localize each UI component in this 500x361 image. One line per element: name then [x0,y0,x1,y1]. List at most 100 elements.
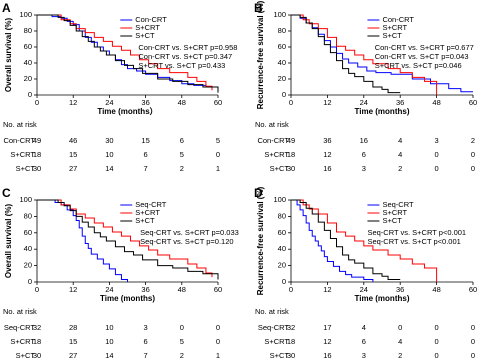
survival-curve [37,199,219,280]
x-tick-label: 60 [469,98,477,107]
risk-count: 3 [435,136,439,145]
x-tick-label: 48 [178,98,186,107]
risk-count: 49 [33,136,41,145]
x-axis-label: Time (months) [100,294,155,303]
x-tick-label: 24 [105,285,113,294]
y-axis-label: Recurrence-free survival (%) [256,0,265,109]
risk-count: 0 [471,337,475,346]
risk-count: 4 [398,337,402,346]
y-tick-label: 60 [278,228,286,237]
legend-label: S+CT [135,216,155,225]
x-tick-label: 60 [469,285,477,294]
risk-count: 7 [144,351,148,360]
x-tick-label: 60 [214,285,222,294]
risk-row-label: S+CRT [10,150,35,159]
risk-count: 28 [69,323,77,332]
risk-count: 1 [216,164,220,173]
panel-letter: D [254,186,263,200]
risk-count: 18 [287,150,295,159]
risk-title: No. at risk [3,307,37,316]
risk-row-label: S+CT [16,351,36,360]
risk-title: No. at risk [255,307,289,316]
p-value: Seq-CRT vs. S+CT p=0.120 [140,237,233,246]
risk-row-label: Seq-CRT [4,323,36,332]
y-tick-label: 0 [28,90,32,99]
risk-count: 32 [33,323,41,332]
y-tick-label: 0 [28,277,32,286]
p-value: Con-CRT vs. S+CT p=0.347 [138,52,232,61]
risk-count: 4 [398,150,402,159]
x-axis-label: Time (months) [355,107,410,116]
legend-label: S+CT [135,31,155,40]
x-tick-label: 24 [360,285,368,294]
survival-curve [291,199,401,281]
risk-count: 3 [144,323,148,332]
x-tick-label: 12 [323,285,331,294]
y-tick-label: 40 [278,244,286,253]
y-tick-label: 100 [273,195,286,204]
risk-count: 30 [33,164,41,173]
survival-curve [291,14,401,94]
y-tick-label: 20 [278,261,286,270]
p-value: Con-CRT vs. S+CRT p=0.958 [138,43,237,52]
y-tick-label: 60 [24,42,32,51]
y-tick-label: 40 [24,58,32,67]
risk-row-label: S+CT [270,164,290,173]
risk-row-label: S+CT [270,351,290,360]
risk-count: 15 [69,337,77,346]
legend-label: S+CRT [382,208,407,217]
p-value: Seq-CRT vs. S+CRT p<0.001 [367,228,466,237]
risk-count: 0 [471,164,475,173]
survival-curve [291,199,374,282]
x-tick-label: 12 [69,98,77,107]
risk-count: 6 [180,136,184,145]
p-value: Seq-CRT vs. S+CRT p=0.033 [140,228,239,237]
x-tick-label: 36 [141,285,149,294]
risk-count: 16 [323,164,331,173]
risk-count: 6 [362,337,366,346]
risk-count: 10 [105,337,113,346]
x-tick-label: 0 [289,285,293,294]
risk-count: 2 [398,351,402,360]
risk-count: 0 [435,337,439,346]
p-value: S+CRT vs. S+CT p=0.046 [375,61,462,70]
survival-curve [37,14,219,93]
survival-curve [291,199,438,282]
x-tick-label: 0 [35,98,39,107]
risk-count: 5 [180,150,184,159]
y-tick-label: 100 [19,195,32,204]
risk-count: 0 [471,323,475,332]
risk-count: 14 [105,164,113,173]
risk-count: 3 [362,164,366,173]
risk-count: 4 [362,323,366,332]
legend-label: Con-CRT [135,15,167,24]
x-tick-label: 48 [432,285,440,294]
survival-curve [37,199,128,282]
legend-label: S+CT [382,216,402,225]
legend-label: Seq-CRT [382,200,414,209]
legend-label: S+CT [382,31,402,40]
risk-count: 16 [323,351,331,360]
risk-count: 0 [216,337,220,346]
risk-count: 0 [435,150,439,159]
x-tick-label: 48 [432,98,440,107]
risk-count: 15 [141,136,149,145]
panel-letter: A [2,1,11,15]
y-tick-label: 0 [282,90,286,99]
risk-count: 10 [105,150,113,159]
x-tick-label: 60 [214,98,222,107]
y-tick-label: 60 [278,42,286,51]
risk-count: 15 [69,150,77,159]
risk-count: 3 [362,351,366,360]
p-value: Seq-CRT vs. S+CT p<0.001 [367,237,460,246]
y-tick-label: 20 [278,74,286,83]
x-tick-label: 36 [396,98,404,107]
risk-row-label: S+CRT [10,337,35,346]
legend-label: Seq-CRT [135,200,167,209]
legend-label: S+CRT [135,23,160,32]
risk-count: 6 [144,337,148,346]
risk-count: 30 [105,136,113,145]
risk-count: 0 [435,164,439,173]
risk-count: 0 [435,351,439,360]
